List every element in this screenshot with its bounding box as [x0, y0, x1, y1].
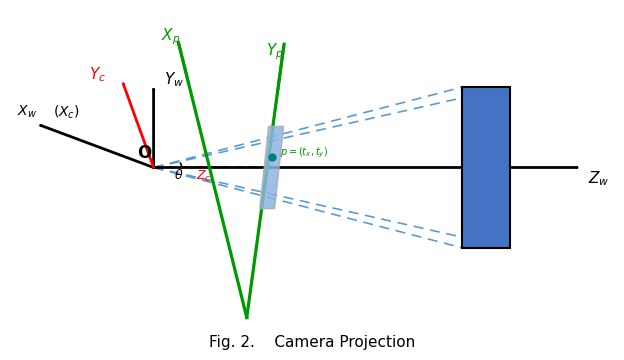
Text: $Z_c$: $Z_c$	[195, 169, 211, 184]
Text: $X_w$: $X_w$	[17, 104, 37, 120]
Text: O: O	[137, 144, 152, 162]
Text: Fig. 2.    Camera Projection: Fig. 2. Camera Projection	[209, 335, 415, 350]
Text: $\theta$: $\theta$	[173, 168, 183, 182]
Text: $X_p$: $X_p$	[161, 27, 180, 48]
Text: $p=(t_x,t_y)$: $p=(t_x,t_y)$	[280, 146, 328, 161]
Text: $(X_c)$: $(X_c)$	[52, 103, 79, 121]
Polygon shape	[462, 87, 510, 248]
Text: $Y_c$: $Y_c$	[89, 65, 106, 84]
Polygon shape	[260, 126, 283, 208]
Text: $Z_w$: $Z_w$	[588, 169, 610, 188]
Text: $Y_p$: $Y_p$	[266, 41, 283, 62]
Text: $Y_w$: $Y_w$	[164, 71, 184, 89]
